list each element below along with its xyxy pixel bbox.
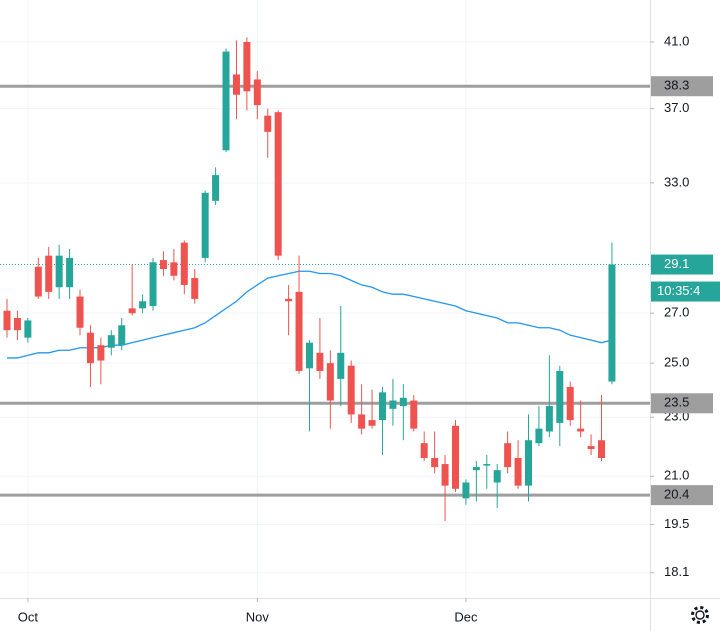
candle-body xyxy=(431,458,439,468)
x-tick-label: Oct xyxy=(18,609,39,624)
level-label-box xyxy=(651,76,713,97)
candle-body xyxy=(149,262,157,306)
candle-body xyxy=(222,51,230,151)
candle-body xyxy=(76,296,84,328)
candle-body xyxy=(118,325,126,346)
candle-body xyxy=(472,467,480,471)
candle-body xyxy=(86,332,94,364)
countdown-box xyxy=(651,281,720,302)
level-label: 38.3 xyxy=(664,78,689,93)
y-tick-label: 19.5 xyxy=(664,516,689,531)
candle-body xyxy=(107,335,115,348)
candle-body xyxy=(378,392,386,421)
candle-body xyxy=(97,345,105,361)
y-tick-label: 37.0 xyxy=(664,100,689,115)
y-tick-label: 21.0 xyxy=(664,468,689,483)
candle-body xyxy=(128,308,136,314)
countdown-label: 10:35:4 xyxy=(657,283,700,298)
candle-body xyxy=(264,115,272,132)
candle-body xyxy=(410,400,418,429)
candle-body xyxy=(274,112,282,256)
candle-body xyxy=(566,386,574,421)
candle-body xyxy=(420,443,428,459)
candle-body xyxy=(212,175,220,201)
settings-icon-center xyxy=(695,610,705,620)
candle-body xyxy=(504,443,512,468)
candle-body xyxy=(545,406,553,432)
candle-body xyxy=(462,482,470,499)
candle-body xyxy=(253,79,261,106)
candle-body xyxy=(337,352,345,379)
candle-body xyxy=(399,397,407,407)
candle-body xyxy=(295,291,303,371)
candle-body xyxy=(139,301,147,309)
x-tick-label: Nov xyxy=(246,609,270,624)
level-label: 20.4 xyxy=(664,487,689,502)
candle-body xyxy=(608,264,616,382)
level-label: 23.5 xyxy=(664,395,689,410)
candle-body xyxy=(191,278,199,299)
candle-body xyxy=(326,363,334,401)
level-label-box xyxy=(651,393,713,414)
candle-body xyxy=(232,74,240,95)
candle-body xyxy=(305,342,313,369)
candle-body xyxy=(45,255,53,292)
y-tick-label: 33.0 xyxy=(664,174,689,189)
x-tick-label: Dec xyxy=(454,609,478,624)
candle-body xyxy=(243,41,251,92)
y-tick-label: 41.0 xyxy=(664,33,689,48)
candle-body xyxy=(483,464,491,466)
candle-body xyxy=(535,428,543,444)
candle-body xyxy=(587,446,595,450)
candle-body xyxy=(3,310,11,331)
candle-body xyxy=(556,370,564,423)
last-price-label: 29.1 xyxy=(664,256,689,271)
level-label-box xyxy=(651,485,713,506)
candle-body xyxy=(598,440,606,459)
settings-icon[interactable] xyxy=(691,606,709,624)
grid xyxy=(0,0,650,598)
candle-body xyxy=(358,414,366,429)
y-tick-label: 18.1 xyxy=(664,564,689,579)
candle-body xyxy=(66,257,74,288)
candle-body xyxy=(13,317,21,331)
candle-body xyxy=(159,260,167,270)
candle-body xyxy=(368,420,376,426)
candle-body xyxy=(441,464,449,486)
candle-body xyxy=(201,192,209,258)
candle-body xyxy=(34,266,42,297)
candle-body xyxy=(170,262,178,276)
candle-body xyxy=(389,400,397,409)
last-price-box xyxy=(651,254,713,275)
y-tick-label: 27.0 xyxy=(664,305,689,320)
candle-body xyxy=(514,458,522,486)
candle-body xyxy=(525,440,532,486)
candle-body xyxy=(180,242,188,285)
candle-body xyxy=(24,320,32,338)
settings-icon-teeth xyxy=(691,606,709,624)
candle-body xyxy=(55,255,63,288)
plot xyxy=(0,37,650,522)
candle-body xyxy=(451,425,459,489)
candle-body xyxy=(577,428,585,432)
candle-body xyxy=(493,470,501,483)
candle-body xyxy=(285,298,293,302)
candle-body xyxy=(316,352,324,371)
y-tick-label: 25.0 xyxy=(664,355,689,370)
candle-body xyxy=(347,365,355,415)
